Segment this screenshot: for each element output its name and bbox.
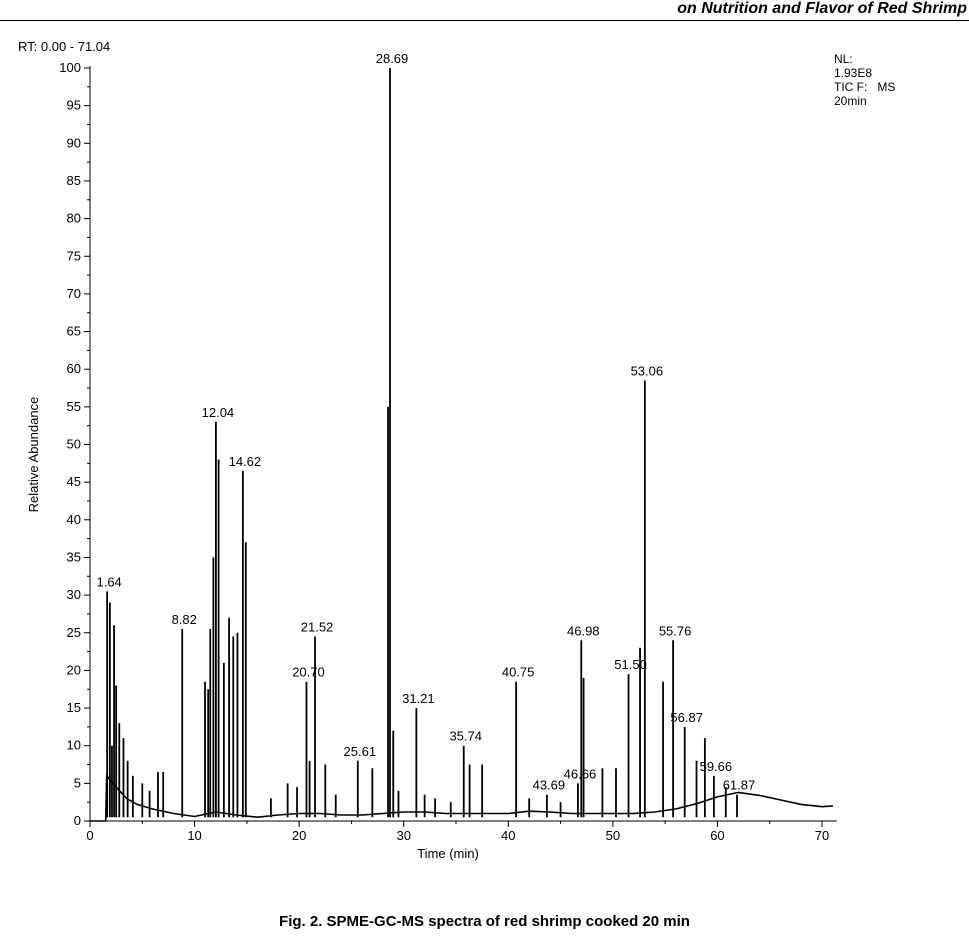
peak-label: 46.98 (567, 623, 600, 638)
peak-label: 46.66 (564, 766, 597, 781)
x-tick-label: 30 (396, 828, 410, 843)
peak-label: 12.04 (202, 405, 235, 420)
info-line-sample: 20min (834, 94, 867, 108)
peak-label: 21.52 (301, 620, 334, 635)
y-tick-label: 75 (67, 248, 81, 263)
x-axis-label: Time (min) (417, 846, 479, 861)
peak-label: 53.06 (631, 363, 664, 378)
y-tick-label: 80 (67, 211, 81, 226)
x-tick-label: 10 (187, 828, 201, 843)
peak-label: 1.64 (96, 574, 121, 589)
rt-range-label: RT: 0.00 - 71.04 (18, 39, 111, 54)
x-tick-label: 70 (815, 828, 829, 843)
x-tick-label: 50 (606, 828, 620, 843)
info-line-tic: TIC F: MS (834, 80, 896, 94)
x-tick-label: 0 (86, 828, 93, 843)
y-tick-label: 35 (67, 549, 81, 564)
y-tick-label: 70 (67, 286, 81, 301)
y-tick-label: 15 (67, 700, 81, 715)
peak-label: 61.87 (723, 778, 756, 793)
peak-label: 55.76 (659, 623, 692, 638)
y-tick-label: 20 (67, 662, 81, 677)
peak-label: 20.70 (292, 665, 325, 680)
y-tick-label: 85 (67, 173, 81, 188)
peak-label: 35.74 (449, 729, 482, 744)
y-axis-label: Relative Abundance (26, 397, 41, 513)
y-tick-label: 0 (74, 813, 81, 828)
y-tick-label: 45 (67, 474, 81, 489)
peak-label: 43.69 (533, 778, 566, 793)
y-tick-label: 5 (74, 775, 81, 790)
y-tick-label: 30 (67, 587, 81, 602)
peak-label: 8.82 (172, 612, 197, 627)
peak-label: 14.62 (229, 454, 262, 469)
y-tick-label: 65 (67, 324, 81, 339)
figure-caption: Fig. 2. SPME-GC-MS spectra of red shrimp… (279, 913, 690, 930)
y-tick-label: 90 (67, 135, 81, 150)
peak-label: 56.87 (670, 710, 703, 725)
y-tick-label: 100 (59, 60, 81, 75)
peak-label: 28.69 (376, 51, 409, 66)
y-tick-label: 60 (67, 361, 81, 376)
peak-label: 59.66 (700, 759, 733, 774)
y-tick-label: 55 (67, 399, 81, 414)
x-tick-label: 20 (292, 828, 306, 843)
header-title: on Nutrition and Flavor of Red Shrimp (677, 0, 967, 17)
peak-label: 31.21 (402, 691, 435, 706)
page-header: on Nutrition and Flavor of Red Shrimp (0, 0, 969, 21)
y-tick-label: 25 (67, 625, 81, 640)
peak-label: 40.75 (502, 665, 535, 680)
x-tick-label: 40 (501, 828, 515, 843)
peak-label: 51.50 (614, 657, 647, 672)
y-tick-label: 50 (67, 437, 81, 452)
series-baseline (90, 773, 833, 822)
y-tick-label: 95 (67, 98, 81, 113)
x-tick-label: 60 (710, 828, 724, 843)
chromatogram-chart: 0 5 10 15 20 25 30 35 40 45 50 55 60 65 70 75 80 85 90 95 10… (26, 51, 837, 861)
peak-label: 25.61 (344, 744, 377, 759)
info-line-value: 1.93E8 (834, 66, 873, 80)
info-block: NL: 1.93E8 TIC F: MS 20min (834, 52, 895, 108)
y-tick-label: 10 (67, 738, 81, 753)
info-line-nl: NL: (834, 52, 853, 66)
y-tick-label: 40 (67, 512, 81, 527)
